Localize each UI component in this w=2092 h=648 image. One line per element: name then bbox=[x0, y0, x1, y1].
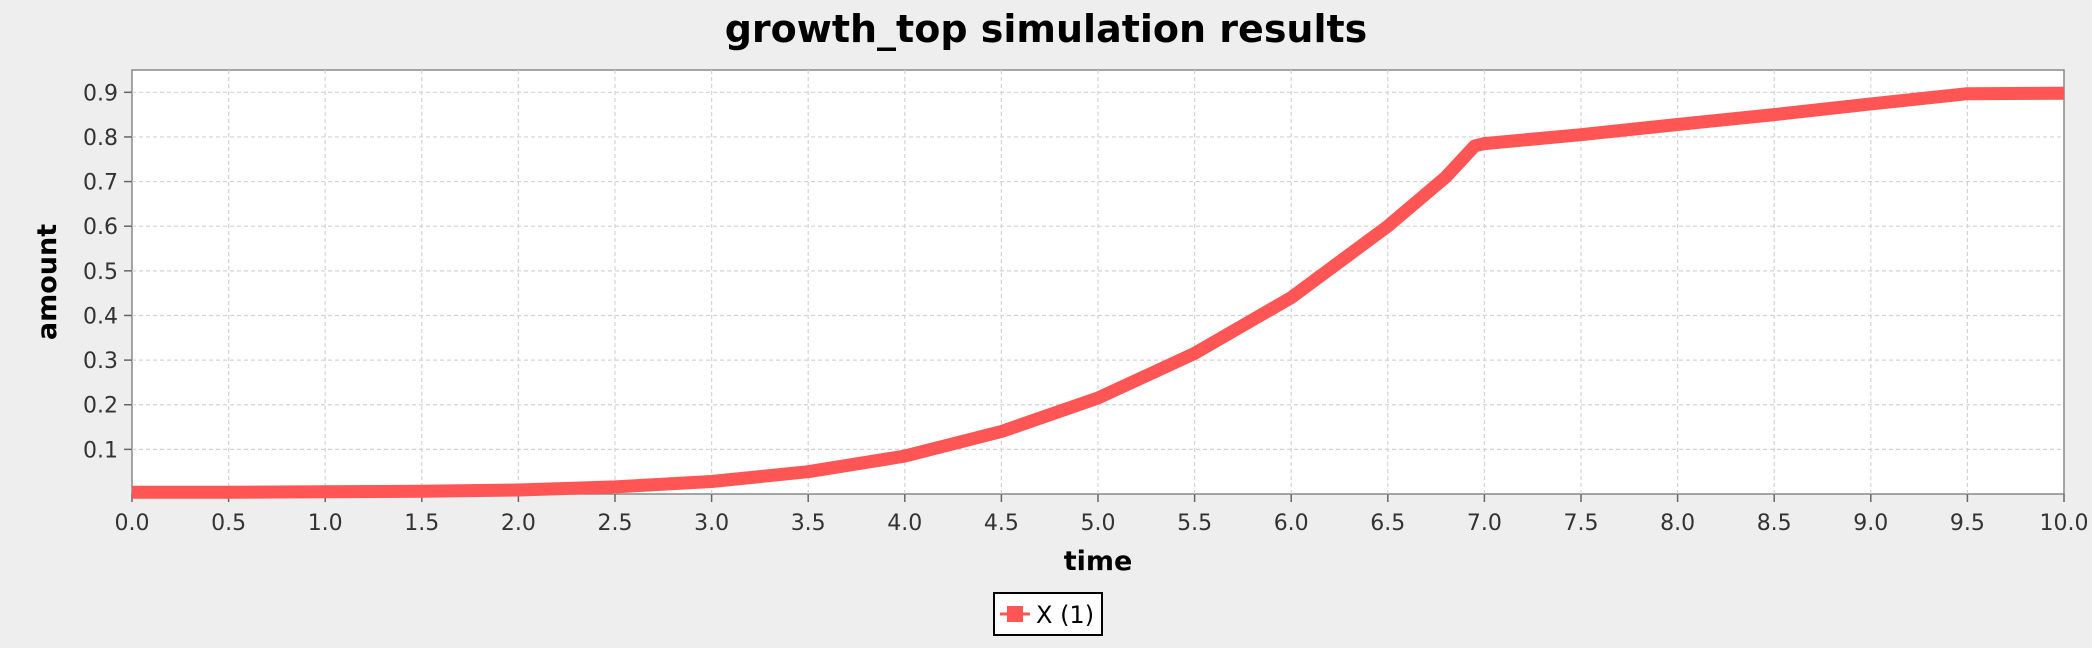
x-tick-label: 9.0 bbox=[1853, 511, 1888, 536]
data-point bbox=[131, 491, 133, 493]
x-tick-label: 2.5 bbox=[598, 511, 633, 536]
y-tick-label: 0.8 bbox=[83, 126, 118, 151]
data-point bbox=[1387, 225, 1389, 227]
x-tick-label: 1.5 bbox=[404, 511, 439, 536]
data-point bbox=[1290, 297, 1292, 299]
x-tick-label: 7.5 bbox=[1564, 511, 1599, 536]
y-axis-label: amount bbox=[32, 224, 63, 340]
legend: X (1) bbox=[993, 592, 1103, 636]
legend-marker-swatch bbox=[1007, 606, 1023, 622]
x-tick-label: 4.5 bbox=[984, 511, 1019, 536]
y-tick-label: 0.9 bbox=[83, 81, 118, 106]
data-point bbox=[1000, 431, 1002, 433]
y-tick-label: 0.5 bbox=[83, 260, 118, 285]
data-point bbox=[324, 491, 326, 493]
data-point bbox=[1097, 397, 1099, 399]
data-point bbox=[228, 491, 230, 493]
axes: 0.0 0.5 1.0 1.5 2.0 2.5 3.0 3.5 4.0 4.5 5.0 5.5 6.0 6… bbox=[83, 81, 2088, 536]
series-line-x1 bbox=[132, 86, 2065, 499]
data-point bbox=[1966, 93, 1968, 95]
x-tick-label: 1.0 bbox=[308, 511, 343, 536]
x-tick-label: 0.0 bbox=[115, 511, 150, 536]
x-tick-label: 8.5 bbox=[1757, 511, 1792, 536]
x-tick-label: 0.5 bbox=[211, 511, 246, 536]
x-tick-label: 5.0 bbox=[1081, 511, 1116, 536]
x-tick-label: 10.0 bbox=[2040, 511, 2089, 536]
x-tick-label: 5.5 bbox=[1177, 511, 1212, 536]
data-point bbox=[1677, 124, 1679, 126]
x-tick-label: 8.0 bbox=[1660, 511, 1695, 536]
y-tick-label: 0.6 bbox=[83, 215, 118, 240]
data-point bbox=[1483, 143, 1485, 145]
data-point bbox=[1474, 145, 1476, 147]
data-point bbox=[711, 481, 713, 483]
data-point bbox=[1194, 352, 1196, 354]
x-tick-label: 6.0 bbox=[1274, 511, 1309, 536]
x-tick-label: 6.5 bbox=[1370, 511, 1405, 536]
series-layer bbox=[131, 86, 2065, 499]
x-tick-label: 3.5 bbox=[791, 511, 826, 536]
y-tick-label: 0.7 bbox=[83, 171, 118, 196]
data-point bbox=[2063, 92, 2065, 94]
y-tick-label: 0.4 bbox=[83, 304, 118, 329]
x-tick-label: 4.0 bbox=[887, 511, 922, 536]
data-point bbox=[517, 489, 519, 491]
grid bbox=[132, 70, 2064, 494]
y-tick-label: 0.3 bbox=[83, 349, 118, 374]
data-point bbox=[1870, 103, 1872, 105]
data-point bbox=[1580, 134, 1582, 136]
data-point bbox=[614, 486, 616, 488]
x-tick-label: 2.0 bbox=[501, 511, 536, 536]
x-tick-label: 7.0 bbox=[1467, 511, 1502, 536]
data-point bbox=[1773, 114, 1775, 116]
data-point bbox=[904, 455, 906, 457]
y-tick-label: 0.1 bbox=[83, 438, 118, 463]
x-tick-label: 3.0 bbox=[694, 511, 729, 536]
x-axis-label: time bbox=[1064, 546, 1133, 577]
y-tick-label: 0.2 bbox=[83, 394, 118, 419]
data-point bbox=[421, 490, 423, 492]
x-tick-label: 9.5 bbox=[1950, 511, 1985, 536]
legend-label: X (1) bbox=[1036, 601, 1094, 629]
chart-title: growth_top simulation results bbox=[725, 7, 1368, 51]
data-point bbox=[807, 471, 809, 473]
data-point bbox=[1445, 176, 1447, 178]
